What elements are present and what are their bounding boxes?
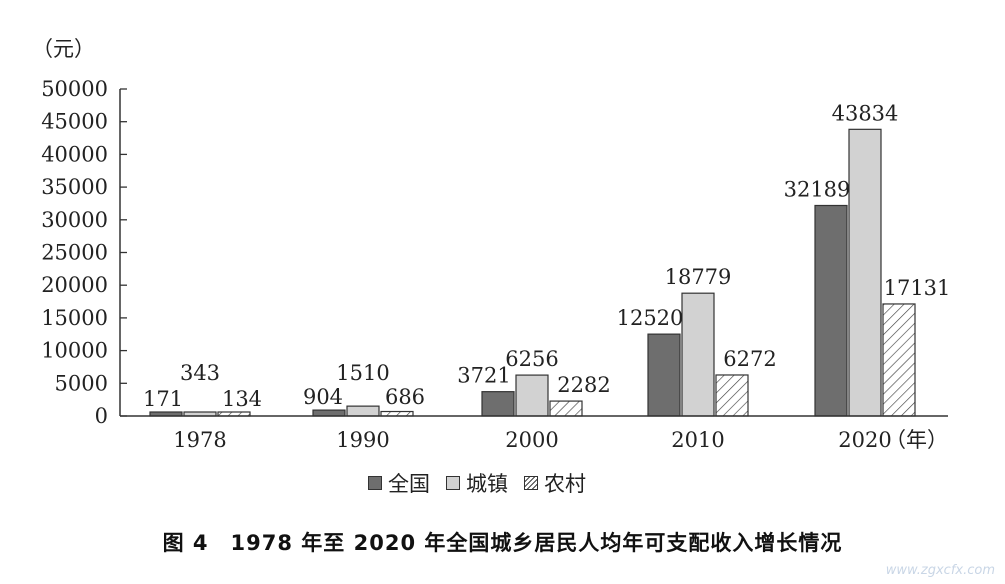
legend-label-urban: 城镇 bbox=[466, 472, 508, 496]
data-label-rural-1990: 686 bbox=[385, 385, 425, 409]
data-label-urban-2000: 6256 bbox=[505, 347, 558, 371]
data-label-urban-1990: 1510 bbox=[336, 361, 389, 385]
x-axis-unit-label: （年） bbox=[885, 428, 948, 452]
y-tick-label: 30000 bbox=[41, 208, 108, 232]
data-label-national-2010: 12520 bbox=[617, 306, 684, 330]
x-tick-label-2020: 2020 bbox=[838, 428, 891, 452]
y-tick-label: 45000 bbox=[41, 110, 108, 134]
data-label-national-1978: 171 bbox=[143, 387, 183, 411]
y-tick-label: 35000 bbox=[41, 175, 108, 199]
bar-national-1990 bbox=[312, 409, 346, 417]
y-tick-label: 20000 bbox=[41, 273, 108, 297]
bar-urban-1990 bbox=[346, 405, 380, 417]
y-axis-unit-label: （元） bbox=[32, 37, 95, 61]
y-tick-label: 15000 bbox=[41, 306, 108, 330]
legend-item-urban: 城镇 bbox=[446, 468, 508, 498]
y-tick-label: 40000 bbox=[41, 142, 108, 166]
bar-national-2020 bbox=[814, 204, 848, 417]
data-label-national-2000: 3721 bbox=[457, 364, 510, 388]
data-label-rural-2000: 2282 bbox=[557, 373, 610, 397]
data-label-rural-1978: 134 bbox=[222, 387, 262, 411]
x-tick-label-1978: 1978 bbox=[173, 428, 226, 452]
legend: 全国 城镇 农村 bbox=[368, 468, 602, 498]
data-label-urban-2020: 43834 bbox=[832, 101, 899, 125]
bars-group bbox=[149, 128, 916, 417]
x-tick-label-2000: 2000 bbox=[505, 428, 558, 452]
bar-rural-2020 bbox=[882, 303, 916, 417]
legend-item-rural: 农村 bbox=[524, 468, 586, 498]
watermark: www.zgxcfx.com bbox=[885, 563, 995, 578]
legend-swatch-urban bbox=[446, 476, 460, 490]
bar-urban-2000 bbox=[515, 374, 549, 417]
figure-caption: 图 4 1978 年至 2020 年全国城乡居民人均年可支配收入增长情况 bbox=[162, 531, 843, 555]
legend-label-national: 全国 bbox=[388, 472, 430, 496]
bar-national-2010 bbox=[647, 333, 681, 417]
y-tick-label: 0 bbox=[95, 404, 108, 428]
data-label-national-1990: 904 bbox=[303, 385, 343, 409]
bar-chart: （元） 0 5000 10000 15000 20000 25000 30000 35000 4… bbox=[32, 37, 950, 452]
y-tick-label: 5000 bbox=[55, 371, 108, 395]
data-label-rural-2020: 17131 bbox=[884, 276, 951, 300]
legend-swatch-national bbox=[368, 476, 382, 490]
y-tick-label: 25000 bbox=[41, 241, 108, 265]
bar-urban-2010 bbox=[681, 292, 715, 417]
data-label-urban-1978: 343 bbox=[180, 361, 220, 385]
x-axis: 1978 1990 2000 2010 2020 bbox=[173, 428, 891, 452]
bar-rural-2000 bbox=[549, 400, 583, 417]
data-label-national-2020: 32189 bbox=[784, 177, 851, 201]
x-tick-label-1990: 1990 bbox=[336, 428, 389, 452]
data-label-urban-2010: 18779 bbox=[665, 265, 732, 289]
bar-rural-2010 bbox=[715, 374, 749, 417]
legend-swatch-rural bbox=[524, 476, 538, 490]
bar-national-2000 bbox=[481, 391, 515, 417]
y-tick-label: 50000 bbox=[41, 77, 108, 101]
legend-item-national: 全国 bbox=[368, 468, 430, 498]
data-label-rural-2010: 6272 bbox=[723, 347, 776, 371]
y-axis: 0 5000 10000 15000 20000 25000 30000 35000 40000… bbox=[41, 77, 127, 428]
legend-label-rural: 农村 bbox=[544, 472, 586, 496]
bar-urban-2020 bbox=[848, 128, 882, 417]
x-tick-label-2010: 2010 bbox=[671, 428, 724, 452]
y-tick-label: 10000 bbox=[41, 339, 108, 363]
